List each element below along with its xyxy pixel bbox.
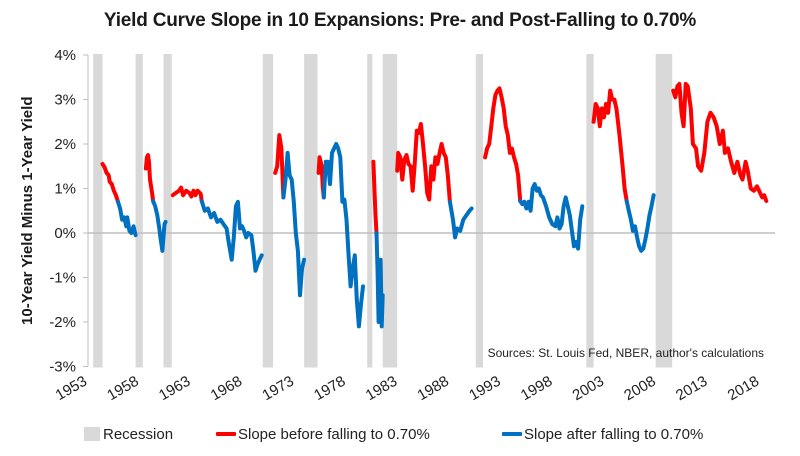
series-before-segment-0: [100, 162, 120, 204]
series-before-segment-6: [395, 122, 452, 204]
x-tick-label: 1998: [518, 373, 555, 404]
recession-bar-7: [475, 54, 483, 368]
series-before-segment-2: [170, 185, 204, 203]
recession-bar-0: [93, 54, 103, 368]
y-tick-label: -1%: [49, 270, 76, 287]
legend-label-recession: Recession: [103, 425, 174, 443]
series-before-segment-7: [483, 86, 523, 203]
x-tick-label: 1973: [259, 373, 296, 404]
recession-bar-1: [135, 54, 143, 368]
recession-bar-9: [655, 54, 673, 368]
x-tick-label: 1978: [311, 373, 348, 404]
series-after-segment-7: [518, 182, 585, 251]
x-axis-ticks: 1953 1958 1963 1968 1973 1978 1983 1988 1993 1998…: [53, 373, 763, 404]
legend-swatch-after: [502, 432, 522, 436]
x-tick-label: 1983: [363, 373, 400, 404]
x-tick-label: 1993: [466, 373, 503, 404]
y-axis-ticks: -3% -2% -1% 0% 1% 2% 3% 4%: [49, 47, 88, 376]
series-before-segment-5: [371, 159, 379, 235]
recession-bar-6: [382, 54, 398, 368]
series-lines: [100, 81, 769, 329]
legend-item-before: Slope before falling to 0.70%: [216, 422, 430, 446]
recession-bar-2: [163, 54, 172, 368]
series-before-segment-3: [273, 133, 286, 200]
y-axis-label: 10-Year Yield Minus 1-Year Yield: [19, 97, 36, 325]
series-after-segment-0: [116, 199, 138, 238]
series-after-segment-5: [374, 231, 385, 329]
legend-swatch-recession: [84, 427, 100, 441]
y-tick-label: -2%: [49, 314, 76, 331]
series-after-segment-2: [199, 199, 264, 273]
y-tick-label: 0%: [54, 225, 76, 242]
chart-title: Yield Curve Slope in 10 Expansions: Pre-…: [103, 10, 697, 31]
recession-bar-5: [367, 54, 373, 368]
series-after-segment-3: [281, 150, 307, 298]
y-tick-label: 3%: [54, 92, 76, 109]
y-tick-label: -3%: [49, 359, 76, 376]
series-after-segment-4: [321, 142, 365, 329]
legend-label-before: Slope before falling to 0.70%: [238, 425, 430, 443]
x-tick-label: 2018: [725, 373, 762, 404]
x-tick-label: 1963: [156, 373, 193, 404]
legend-item-recession: Recession: [84, 422, 173, 446]
source-annotation: Sources: St. Louis Fed, NBER, author's c…: [488, 346, 764, 360]
legend-swatch-before: [216, 432, 236, 436]
recession-bars: [93, 54, 673, 368]
x-tick-label: 2008: [621, 373, 658, 404]
series-after-segment-1: [151, 199, 168, 253]
x-tick-label: 1958: [104, 373, 141, 404]
y-tick-label: 1%: [54, 181, 76, 198]
x-tick-label: 2013: [673, 373, 710, 404]
x-tick-label: 1988: [414, 373, 451, 404]
series-before-segment-9: [671, 81, 769, 203]
y-tick-label: 4%: [54, 47, 76, 64]
legend: Recession Slope before falling to 0.70% …: [0, 422, 800, 446]
legend-item-after: Slope after falling to 0.70%: [502, 422, 703, 446]
series-after-segment-8: [624, 193, 656, 253]
y-tick-label: 2%: [54, 136, 76, 153]
series-before-segment-8: [591, 88, 629, 203]
recession-bar-4: [304, 54, 318, 368]
recession-bar-3: [262, 54, 274, 368]
legend-label-after: Slope after falling to 0.70%: [524, 425, 704, 443]
x-tick-label: 1953: [53, 373, 90, 404]
recession-bar-8: [586, 54, 594, 368]
series-after-segment-6: [447, 199, 474, 240]
x-tick-label: 1968: [208, 373, 245, 404]
x-tick-label: 2003: [570, 373, 607, 404]
series-before-segment-1: [143, 153, 156, 203]
